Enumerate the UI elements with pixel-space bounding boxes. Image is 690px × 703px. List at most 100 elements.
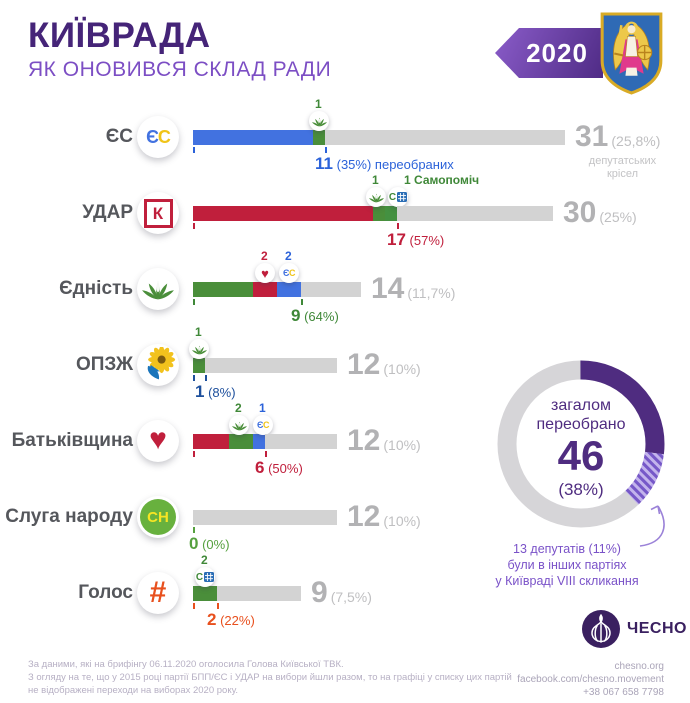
marker-sn-icon: С bbox=[195, 567, 215, 587]
party-icon-batkivshchyna: ♥ bbox=[137, 420, 179, 462]
bar-tick bbox=[193, 223, 195, 229]
golos-hashtag-logo: # bbox=[149, 576, 167, 609]
bar-track: 1 11 (35%) переобраних bbox=[193, 97, 565, 173]
bar-segment bbox=[277, 282, 301, 297]
bar-segment-remaining bbox=[301, 282, 361, 297]
reelected-label: 9 (64%) bbox=[291, 306, 339, 325]
marker-count: 1 bbox=[315, 97, 322, 111]
reelected-label: 2 (22%) bbox=[207, 610, 255, 629]
source-note: За даними, які на брифінгу 06.11.2020 ог… bbox=[28, 659, 512, 696]
bar-track: 0 (0%) bbox=[189, 510, 337, 553]
note-arrow-icon bbox=[639, 505, 665, 547]
seat-total: 30 (25%) bbox=[563, 196, 637, 229]
chestnut-leaf-icon bbox=[191, 345, 207, 354]
marker-count: 1 Самопоміч bbox=[404, 173, 480, 187]
party-icon-opzh bbox=[137, 344, 179, 386]
udar-logo: К bbox=[143, 198, 173, 228]
party-row-batkivshchyna: Батьківщина ♥ 2 ЄС 1 6 (50%) 12 (10%) bbox=[0, 389, 690, 477]
website-url: chesno.org bbox=[614, 661, 664, 672]
seat-total: 9 (7,5%) bbox=[311, 576, 372, 609]
bar-segment bbox=[229, 434, 253, 449]
seat-total: 12 (10%) bbox=[347, 348, 421, 381]
bar-tick bbox=[265, 451, 267, 457]
opzh-sunflower-logo bbox=[147, 347, 176, 380]
donut-label: загалом переобрано bbox=[536, 397, 626, 433]
es-logo: ЄС bbox=[146, 126, 171, 147]
donut-note: 13 депутатів (11%) були в інших партіях … bbox=[495, 542, 639, 588]
marker-sn-icon: С bbox=[388, 187, 408, 207]
reelected-donut-chart: загалом переобрано 46 (38%) bbox=[491, 354, 671, 534]
marker-count: 2 bbox=[261, 249, 268, 263]
marker-es-icon: ЄС bbox=[253, 415, 273, 435]
bar-tick bbox=[193, 527, 195, 533]
bar-tick bbox=[325, 147, 327, 153]
party-row-sluga-narodu: Слуга народу СН 0 (0%) 12 (10%) bbox=[0, 465, 690, 553]
donut-value: 46 bbox=[557, 432, 605, 479]
donut-rings bbox=[497, 360, 665, 528]
bar-tick bbox=[193, 451, 195, 457]
bar-segment bbox=[253, 282, 277, 297]
bar-track: 2 ЄС 1 6 (50%) bbox=[193, 401, 337, 477]
bar-track: ♥ 2 ЄС 2 9 (64%) bbox=[193, 249, 361, 325]
party-row-opzh: ОПЗЖ bbox=[0, 313, 690, 401]
heart-icon: ♥ bbox=[261, 265, 269, 281]
bar-track: С 2 2 (22%) bbox=[193, 553, 301, 629]
marker-count: 2 bbox=[235, 401, 242, 415]
chesno-wordmark: ЧЕСНО bbox=[627, 620, 687, 637]
donut-pct: (38%) bbox=[558, 480, 604, 499]
marker-es-icon: ЄС bbox=[279, 263, 299, 283]
sluga-narodu-logo: СН bbox=[140, 499, 176, 535]
bar-segment-remaining bbox=[193, 510, 337, 525]
bar-segment bbox=[313, 130, 325, 145]
party-label: Батьківщина bbox=[11, 430, 133, 451]
bar-tick bbox=[217, 603, 219, 609]
bar-segment bbox=[193, 206, 373, 221]
bar-segment-remaining bbox=[205, 358, 337, 373]
party-label: Єдність bbox=[59, 278, 133, 299]
chestnut-leaf-icon bbox=[368, 193, 384, 202]
seat-total: 31 (25,8%) депутатських крісел bbox=[575, 122, 670, 181]
party-row-golos: Голос # С 2 2 (22%) 9 (7,5%) bbox=[0, 541, 690, 629]
bar-segment bbox=[253, 434, 265, 449]
marker-count: 1 bbox=[195, 325, 202, 339]
samopomich-icon: С bbox=[389, 192, 408, 203]
party-icon-es: ЄС bbox=[137, 116, 179, 158]
page-subtitle: ЯК ОНОВИВСЯ СКЛАД РАДИ bbox=[28, 58, 332, 81]
reelected-label: 6 (50%) bbox=[255, 458, 303, 477]
year-badge: 2020 bbox=[526, 37, 588, 68]
bar-segment-remaining bbox=[265, 434, 337, 449]
bar-track: 1 1 (8%) bbox=[189, 325, 337, 401]
chestnut-leaf-icon bbox=[231, 421, 247, 430]
bar-segment bbox=[193, 130, 313, 145]
bar-tick bbox=[193, 603, 195, 609]
reelected-label: 11 (35%) переобраних bbox=[315, 154, 454, 173]
marker-leaf-icon bbox=[309, 111, 329, 131]
bar-tick bbox=[301, 299, 303, 305]
party-icon-ednist bbox=[137, 268, 179, 310]
unit-label: депутатських крісел bbox=[588, 155, 657, 180]
reelected-label: 1 (8%) bbox=[195, 382, 236, 401]
marker-leaf-icon bbox=[189, 339, 209, 359]
party-row-es: ЄС ЄС 1 11 (35%) переобраних 31 (25,8%) де… bbox=[0, 85, 690, 180]
seat-total: 12 (10%) bbox=[347, 500, 421, 533]
party-label: Слуга народу bbox=[5, 506, 133, 527]
bar-segment bbox=[373, 206, 385, 221]
bar-tick bbox=[193, 147, 195, 153]
samopomich-icon: С bbox=[196, 572, 215, 583]
seat-total: 12 (10%) bbox=[347, 424, 421, 457]
bar-segment bbox=[193, 282, 253, 297]
bar-segment bbox=[193, 434, 229, 449]
party-icon-golos: # bbox=[137, 572, 179, 614]
bar-segment bbox=[193, 586, 217, 601]
party-icon-sluga-narodu: СН bbox=[137, 496, 179, 538]
reelected-label: 0 (0%) bbox=[189, 534, 230, 553]
es-party-icon: ЄС bbox=[257, 420, 269, 430]
garlic-icon bbox=[582, 610, 620, 648]
marker-leaf-icon bbox=[366, 187, 386, 207]
marker-heart-icon: ♥ bbox=[255, 263, 275, 283]
reelected-label: 17 (57%) bbox=[387, 230, 445, 249]
bar-tick bbox=[205, 375, 207, 381]
